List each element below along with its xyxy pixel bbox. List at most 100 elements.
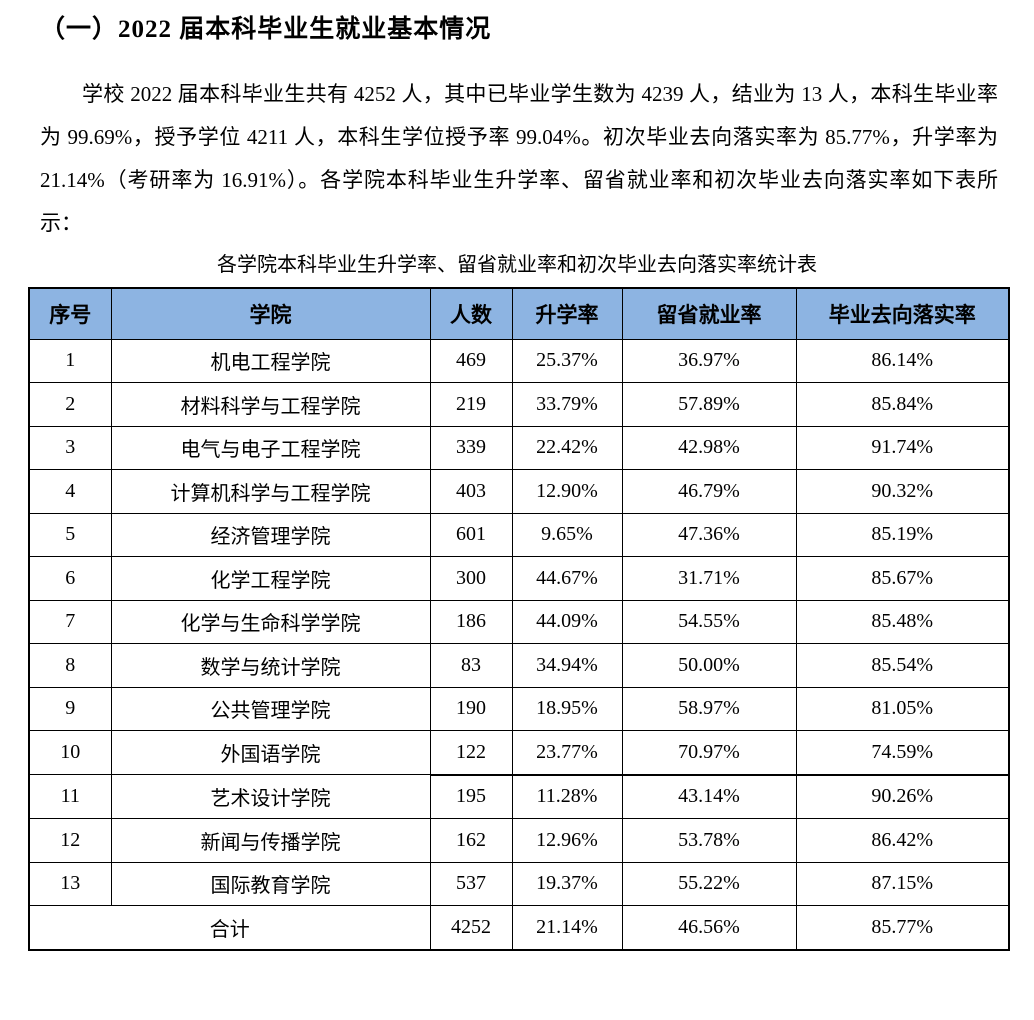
row-number-cell: 8: [28, 643, 112, 688]
row-number-cell: 3: [28, 425, 112, 470]
placement-rate-cell: 85.54%: [795, 643, 1010, 688]
college-cell: 机电工程学院: [110, 338, 431, 383]
college-cell: 计算机科学与工程学院: [110, 469, 431, 514]
promotion-rate-cell: 19.37%: [511, 861, 623, 906]
count-cell: 122: [429, 730, 513, 776]
placement-rate-cell: 85.67%: [795, 556, 1010, 601]
promotion-rate-cell: 12.90%: [511, 469, 623, 514]
row-number-cell: 11: [28, 774, 112, 819]
total-promotion-rate-cell: 21.14%: [511, 905, 623, 951]
header-row: 序号 学院 人数 升学率 留省就业率 毕业去向落实率: [28, 287, 1010, 340]
row-number-cell: 6: [28, 556, 112, 601]
count-cell: 162: [429, 818, 513, 863]
promotion-rate-cell: 44.67%: [511, 556, 623, 601]
province-employment-cell: 54.55%: [621, 599, 797, 644]
row-number-cell: 4: [28, 469, 112, 514]
province-employment-cell: 50.00%: [621, 643, 797, 688]
province-employment-cell: 46.79%: [621, 469, 797, 514]
table-row: 13 国际教育学院 537 19.37% 55.22% 87.15%: [28, 861, 1010, 906]
table-row: 12 新闻与传播学院 162 12.96% 53.78% 86.42%: [28, 818, 1010, 863]
table-footer: 合计 4252 21.14% 46.56% 85.77%: [28, 905, 1010, 951]
college-cell: 经济管理学院: [110, 512, 431, 557]
count-cell: 190: [429, 686, 513, 731]
province-employment-cell: 53.78%: [621, 818, 797, 863]
total-row: 合计 4252 21.14% 46.56% 85.77%: [28, 905, 1010, 951]
table-row: 5 经济管理学院 601 9.65% 47.36% 85.19%: [28, 512, 1010, 557]
province-employment-cell: 47.36%: [621, 512, 797, 557]
row-number-cell: 1: [28, 338, 112, 383]
total-placement-rate-cell: 85.77%: [795, 905, 1010, 951]
promotion-rate-cell: 25.37%: [511, 338, 623, 383]
table-row: 8 数学与统计学院 83 34.94% 50.00% 85.54%: [28, 643, 1010, 688]
table-row: 3 电气与电子工程学院 339 22.42% 42.98% 91.74%: [28, 425, 1010, 470]
promotion-rate-cell: 12.96%: [511, 818, 623, 863]
placement-rate-cell: 85.19%: [795, 512, 1010, 557]
row-number-cell: 12: [28, 818, 112, 863]
row-number-cell: 10: [28, 730, 112, 775]
count-cell: 601: [429, 512, 513, 557]
college-cell: 化学工程学院: [110, 556, 431, 601]
college-cell: 国际教育学院: [110, 861, 431, 906]
total-province-employment-cell: 46.56%: [621, 905, 797, 951]
province-employment-cell: 55.22%: [621, 861, 797, 906]
province-employment-cell: 36.97%: [621, 338, 797, 383]
table-row: 6 化学工程学院 300 44.67% 31.71% 85.67%: [28, 556, 1010, 601]
placement-rate-cell: 91.74%: [795, 425, 1010, 470]
placement-rate-cell: 85.84%: [795, 382, 1010, 427]
promotion-rate-cell: 34.94%: [511, 643, 623, 688]
promotion-rate-cell: 44.09%: [511, 599, 623, 644]
row-number-cell: 9: [28, 686, 112, 731]
count-cell: 537: [429, 861, 513, 906]
count-cell: 186: [429, 599, 513, 644]
table-header: 序号 学院 人数 升学率 留省就业率 毕业去向落实率: [28, 287, 1010, 340]
header-cell-province: 留省就业率: [621, 287, 797, 340]
college-cell: 数学与统计学院: [110, 643, 431, 688]
placement-rate-cell: 90.26%: [795, 774, 1010, 819]
row-number-cell: 13: [28, 861, 112, 906]
college-cell: 外国语学院: [110, 730, 431, 775]
summary-paragraph: 学校 2022 届本科毕业生共有 4252 人，其中已毕业学生数为 4239 人…: [40, 81, 998, 235]
placement-rate-cell: 87.15%: [795, 861, 1010, 906]
promotion-rate-cell: 9.65%: [511, 512, 623, 557]
college-cell: 材料科学与工程学院: [110, 382, 431, 427]
province-employment-cell: 70.97%: [621, 730, 797, 776]
count-cell: 403: [429, 469, 513, 514]
count-cell: 469: [429, 338, 513, 383]
province-employment-cell: 42.98%: [621, 425, 797, 470]
row-number-cell: 5: [28, 512, 112, 557]
placement-rate-cell: 85.48%: [795, 599, 1010, 644]
table-row: 4 计算机科学与工程学院 403 12.90% 46.79% 90.32%: [28, 469, 1010, 514]
section-title: （一）2022 届本科毕业生就业基本情况: [40, 16, 492, 43]
college-cell: 电气与电子工程学院: [110, 425, 431, 470]
college-cell: 新闻与传播学院: [110, 818, 431, 863]
table-row: 11 艺术设计学院 195 11.28% 43.14% 90.26%: [28, 774, 1010, 819]
total-label-cell: 合计: [28, 905, 431, 951]
table-row: 2 材料科学与工程学院 219 33.79% 57.89% 85.84%: [28, 382, 1010, 427]
college-cell: 公共管理学院: [110, 686, 431, 731]
table-caption: 各学院本科毕业生升学率、留省就业率和初次毕业去向落实率统计表: [217, 253, 817, 276]
total-count-cell: 4252: [429, 905, 513, 951]
promotion-rate-cell: 18.95%: [511, 686, 623, 731]
table-row: 7 化学与生命科学学院 186 44.09% 54.55% 85.48%: [28, 599, 1010, 644]
count-cell: 300: [429, 556, 513, 601]
header-cell-college: 学院: [110, 287, 431, 340]
promotion-rate-cell: 11.28%: [511, 774, 623, 819]
table-row: 9 公共管理学院 190 18.95% 58.97% 81.05%: [28, 686, 1010, 731]
placement-rate-cell: 86.14%: [795, 338, 1010, 383]
college-cell: 化学与生命科学学院: [110, 599, 431, 644]
count-cell: 195: [429, 774, 513, 819]
count-cell: 339: [429, 425, 513, 470]
college-cell: 艺术设计学院: [110, 774, 431, 819]
header-cell-index: 序号: [28, 287, 112, 340]
table-body: 1 机电工程学院 469 25.37% 36.97% 86.14% 2 材料科学与工程学院 21…: [28, 338, 1010, 906]
table-row: 1 机电工程学院 469 25.37% 36.97% 86.14%: [28, 338, 1010, 383]
promotion-rate-cell: 23.77%: [511, 730, 623, 776]
province-employment-cell: 31.71%: [621, 556, 797, 601]
header-cell-placement: 毕业去向落实率: [795, 287, 1010, 340]
row-number-cell: 2: [28, 382, 112, 427]
table-row: 10 外国语学院 122 23.77% 70.97% 74.59%: [28, 730, 1010, 776]
header-cell-promotion: 升学率: [511, 287, 623, 340]
header-cell-count: 人数: [429, 287, 513, 340]
placement-rate-cell: 90.32%: [795, 469, 1010, 514]
